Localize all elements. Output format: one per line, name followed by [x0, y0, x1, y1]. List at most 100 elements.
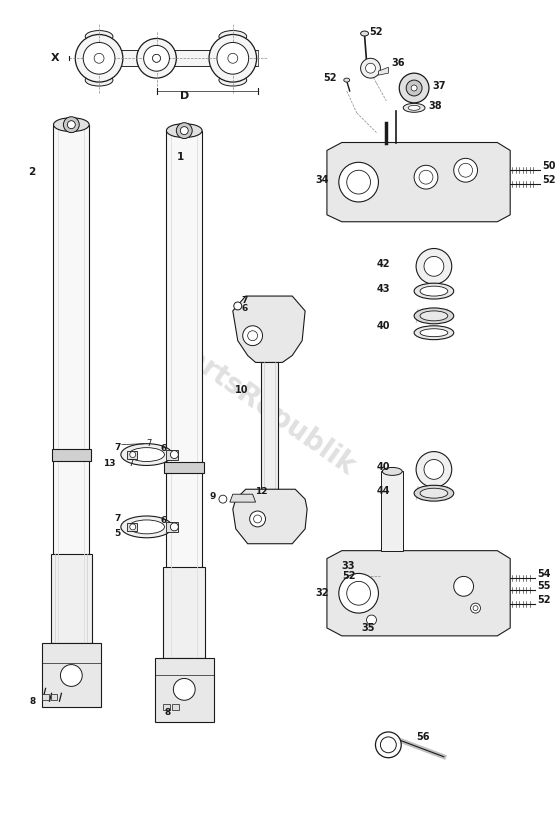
- Circle shape: [219, 495, 227, 503]
- Text: 37: 37: [432, 81, 445, 91]
- Polygon shape: [233, 489, 307, 544]
- Ellipse shape: [383, 467, 402, 475]
- Bar: [166, 131, 202, 658]
- Polygon shape: [81, 51, 257, 66]
- Bar: [172, 704, 180, 710]
- Bar: [165, 462, 204, 473]
- Bar: [163, 704, 170, 710]
- Polygon shape: [230, 494, 256, 502]
- Text: 55: 55: [537, 582, 550, 592]
- Circle shape: [380, 737, 396, 752]
- Ellipse shape: [219, 74, 247, 86]
- Polygon shape: [233, 296, 305, 363]
- Circle shape: [83, 42, 115, 74]
- Text: 38: 38: [428, 100, 441, 111]
- Ellipse shape: [219, 30, 247, 42]
- Text: 6: 6: [161, 444, 167, 453]
- Text: 40: 40: [376, 462, 390, 472]
- Circle shape: [143, 46, 170, 71]
- Text: 54: 54: [537, 569, 550, 579]
- Circle shape: [63, 117, 80, 132]
- Ellipse shape: [403, 104, 425, 112]
- Text: 44: 44: [376, 486, 390, 496]
- Circle shape: [419, 170, 433, 184]
- Circle shape: [454, 577, 474, 596]
- Circle shape: [137, 38, 176, 78]
- Bar: [381, 471, 403, 551]
- Ellipse shape: [414, 283, 454, 299]
- Polygon shape: [327, 142, 510, 221]
- Circle shape: [180, 127, 188, 135]
- Circle shape: [411, 85, 417, 91]
- Circle shape: [250, 511, 266, 527]
- Text: 52: 52: [342, 571, 355, 582]
- Ellipse shape: [420, 311, 448, 321]
- Polygon shape: [127, 451, 137, 458]
- Text: 7: 7: [146, 440, 151, 449]
- Ellipse shape: [121, 516, 172, 538]
- Polygon shape: [327, 551, 510, 636]
- Circle shape: [170, 523, 178, 531]
- Bar: [42, 694, 48, 700]
- Text: 52: 52: [537, 596, 550, 605]
- Polygon shape: [42, 643, 101, 708]
- Circle shape: [473, 605, 478, 610]
- Circle shape: [254, 515, 261, 523]
- Circle shape: [130, 524, 136, 530]
- Text: 52: 52: [542, 175, 555, 185]
- Circle shape: [170, 451, 178, 458]
- Text: 13: 13: [103, 459, 116, 468]
- Circle shape: [75, 34, 123, 82]
- Ellipse shape: [129, 520, 165, 534]
- Polygon shape: [166, 449, 178, 459]
- Text: 6: 6: [242, 305, 248, 314]
- Bar: [163, 566, 205, 658]
- Text: 1: 1: [176, 152, 183, 163]
- Circle shape: [365, 63, 375, 74]
- Ellipse shape: [53, 118, 89, 132]
- Circle shape: [209, 34, 256, 82]
- Text: 2: 2: [28, 167, 35, 177]
- Text: 32: 32: [315, 588, 329, 598]
- Bar: [51, 694, 57, 700]
- Text: 50: 50: [542, 161, 555, 172]
- Ellipse shape: [344, 78, 350, 82]
- Text: 34: 34: [315, 175, 329, 185]
- Text: 56: 56: [416, 732, 430, 742]
- Bar: [53, 125, 89, 643]
- Circle shape: [347, 170, 370, 194]
- Polygon shape: [127, 523, 137, 531]
- Circle shape: [173, 678, 195, 700]
- Ellipse shape: [420, 489, 448, 498]
- Ellipse shape: [166, 123, 202, 137]
- Text: 7: 7: [114, 443, 120, 452]
- Text: 52: 52: [324, 73, 337, 83]
- Circle shape: [454, 158, 478, 182]
- Circle shape: [234, 302, 242, 310]
- Ellipse shape: [414, 308, 454, 324]
- Circle shape: [130, 452, 136, 458]
- Circle shape: [61, 664, 82, 686]
- Circle shape: [406, 80, 422, 96]
- Ellipse shape: [85, 30, 113, 42]
- Text: 7: 7: [129, 459, 134, 468]
- Circle shape: [247, 331, 257, 341]
- Circle shape: [470, 603, 480, 613]
- Circle shape: [339, 163, 379, 202]
- Text: 12: 12: [255, 487, 267, 496]
- Text: 33: 33: [342, 560, 355, 570]
- Circle shape: [399, 74, 429, 103]
- Text: 7: 7: [114, 515, 120, 524]
- Circle shape: [424, 257, 444, 276]
- Ellipse shape: [129, 448, 165, 462]
- Bar: [52, 449, 91, 461]
- Text: 8: 8: [165, 708, 171, 717]
- Circle shape: [366, 615, 376, 625]
- Polygon shape: [155, 658, 214, 722]
- Circle shape: [228, 53, 238, 63]
- Circle shape: [217, 42, 249, 74]
- Circle shape: [243, 326, 262, 346]
- Text: 35: 35: [361, 623, 375, 633]
- Circle shape: [94, 53, 104, 63]
- Text: 40: 40: [376, 321, 390, 331]
